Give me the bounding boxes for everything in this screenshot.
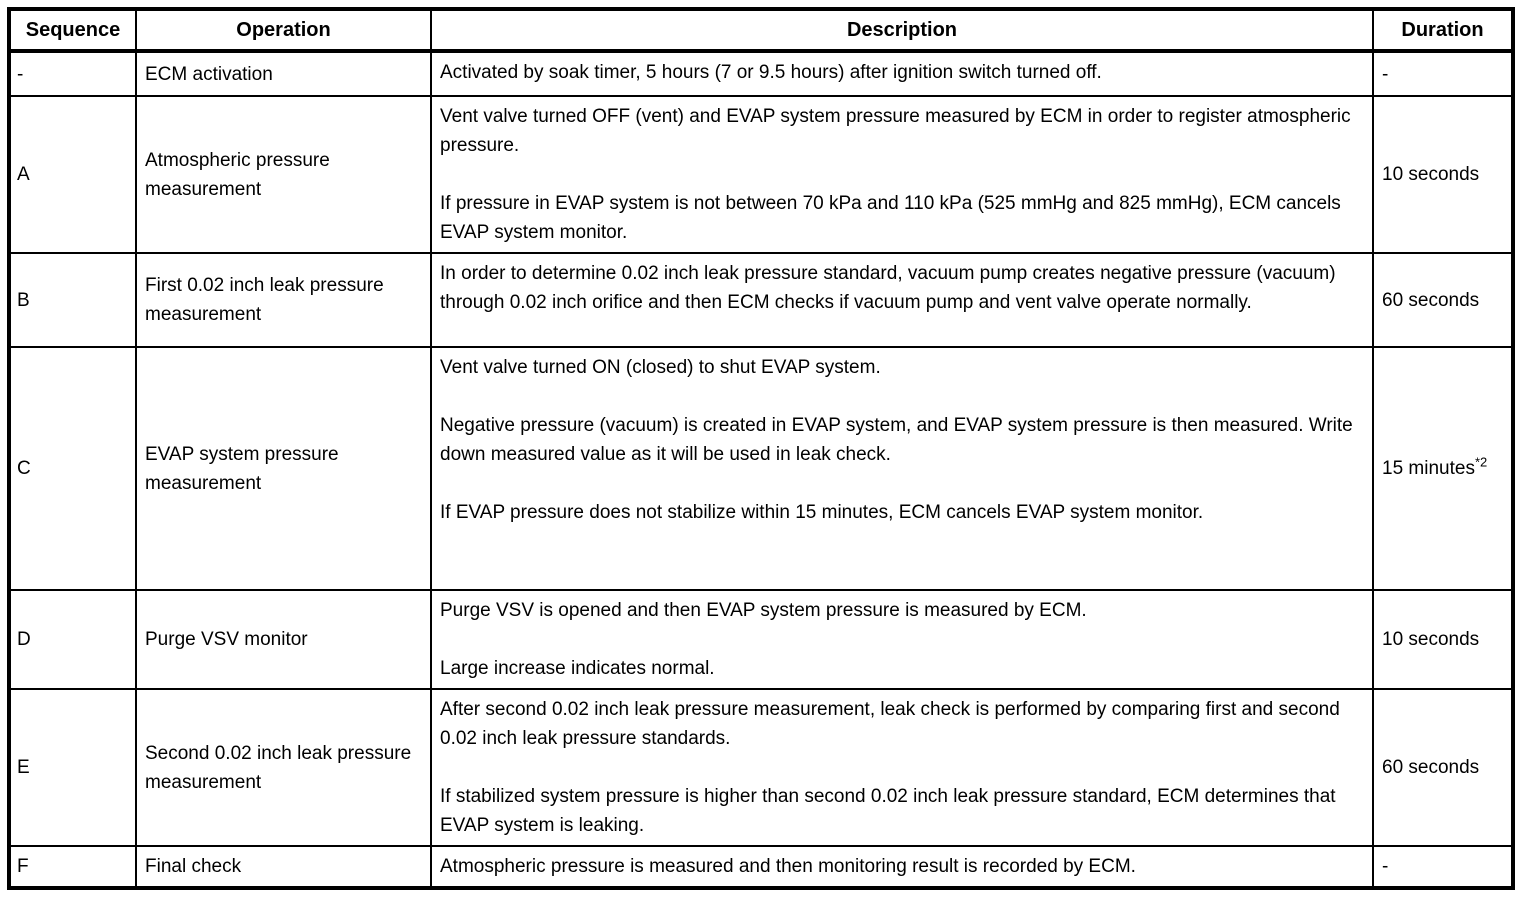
header-operation: Operation [135, 8, 432, 53]
table-row: C EVAP system pressure measurement Vent … [8, 346, 1514, 591]
table-row: B First 0.02 inch leak pressure measurem… [8, 252, 1514, 348]
operation-cell: Purge VSV monitor [135, 589, 432, 690]
evap-monitor-sequence-table: Sequence Operation Description Duration … [7, 7, 1515, 890]
duration-cell: 10 seconds [1372, 589, 1514, 690]
duration-cell: - [1372, 50, 1514, 97]
duration-cell: 60 seconds [1372, 252, 1514, 348]
duration-value: - [1382, 63, 1389, 85]
operation-cell: Second 0.02 inch leak pressure measureme… [135, 688, 432, 847]
description-cell: Activated by soak timer, 5 hours (7 or 9… [430, 50, 1374, 97]
sequence-cell: E [8, 688, 137, 847]
duration-value: 60 seconds [1382, 757, 1480, 778]
header-row: Sequence Operation Description Duration [8, 8, 1514, 53]
description-cell: Purge VSV is opened and then EVAP system… [430, 589, 1374, 690]
table-row: D Purge VSV monitor Purge VSV is opened … [8, 589, 1514, 690]
sequence-cell: D [8, 589, 137, 690]
sequence-cell: C [8, 346, 137, 591]
sequence-cell: F [8, 845, 137, 889]
sequence-cell: - [8, 50, 137, 97]
header-description: Description [430, 8, 1374, 53]
table-row: - ECM activation Activated by soak timer… [8, 50, 1514, 97]
operation-cell: Final check [135, 845, 432, 889]
duration-value: 10 seconds [1382, 629, 1480, 650]
duration-cell: 10 seconds [1372, 95, 1514, 254]
operation-cell: Atmospheric pressure measurement [135, 95, 432, 254]
description-cell: Vent valve turned ON (closed) to shut EV… [430, 346, 1374, 591]
operation-cell: ECM activation [135, 50, 432, 97]
duration-footnote-marker: *2 [1474, 454, 1488, 470]
header-sequence: Sequence [8, 8, 137, 53]
table-row: E Second 0.02 inch leak pressure measure… [8, 688, 1514, 847]
sequence-cell: A [8, 95, 137, 254]
duration-value: 15 minutes [1382, 458, 1475, 479]
duration-value: - [1382, 856, 1389, 877]
description-cell: After second 0.02 inch leak pressure mea… [430, 688, 1374, 847]
operation-cell: First 0.02 inch leak pressure measuremen… [135, 252, 432, 348]
description-cell: Atmospheric pressure is measured and the… [430, 845, 1374, 889]
operation-cell: EVAP system pressure measurement [135, 346, 432, 591]
header-duration: Duration [1372, 8, 1514, 53]
duration-cell: 15 minutes*2 [1372, 346, 1514, 591]
description-cell: In order to determine 0.02 inch leak pre… [430, 252, 1374, 348]
sequence-cell: B [8, 252, 137, 348]
description-cell: Vent valve turned OFF (vent) and EVAP sy… [430, 95, 1374, 254]
duration-cell: - [1372, 845, 1514, 889]
table-row: A Atmospheric pressure measurement Vent … [8, 95, 1514, 254]
duration-value: 60 seconds [1382, 289, 1480, 311]
duration-cell: 60 seconds [1372, 688, 1514, 847]
duration-value: 10 seconds [1382, 164, 1480, 185]
table-row: F Final check Atmospheric pressure is me… [8, 845, 1514, 889]
